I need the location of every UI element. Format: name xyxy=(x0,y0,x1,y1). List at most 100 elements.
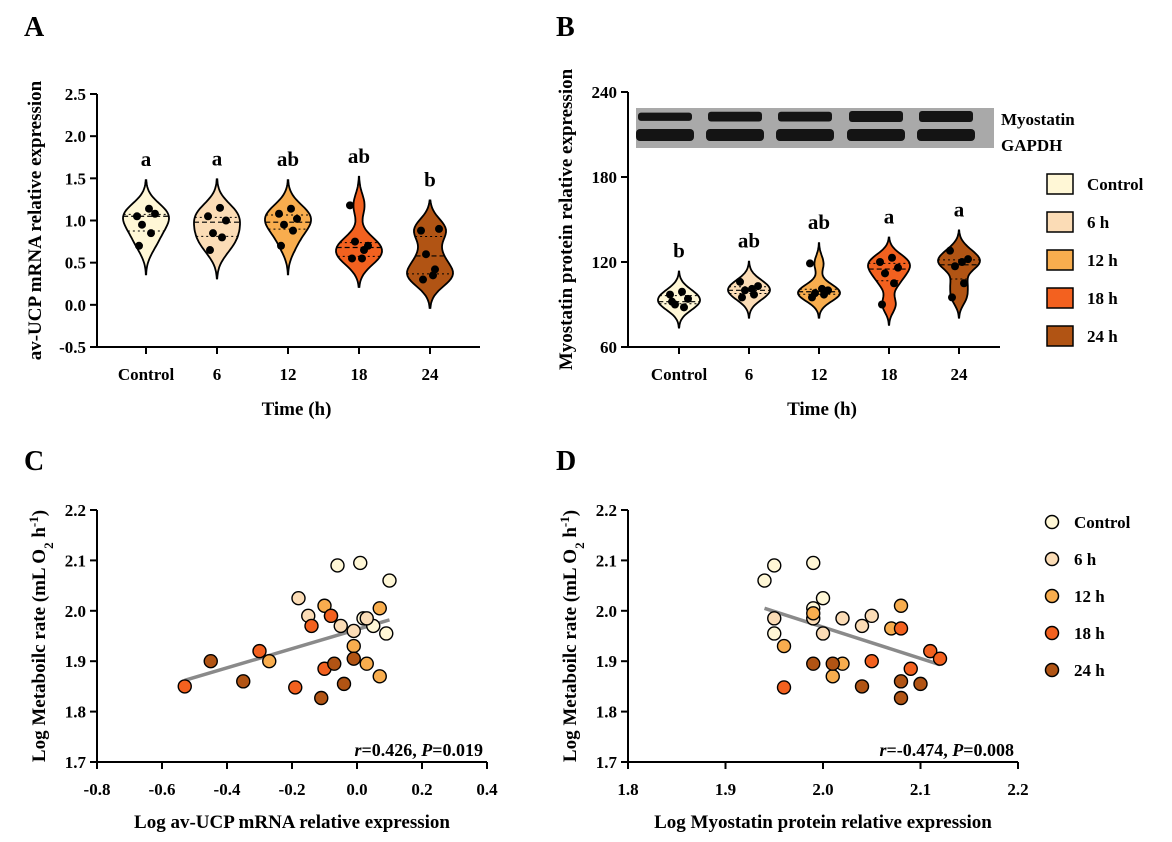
data-point xyxy=(951,262,959,271)
x-tick-label: -0.6 xyxy=(149,780,176,799)
data-point xyxy=(818,284,826,293)
data-point xyxy=(894,263,902,272)
legend-label: 12 h xyxy=(1087,251,1118,270)
y-tick-label: 1.7 xyxy=(65,753,87,772)
legend-marker xyxy=(1044,625,1060,641)
scatter-point xyxy=(314,690,329,706)
x-tick-label: 2.1 xyxy=(910,780,931,799)
significance-label: ab xyxy=(277,147,299,171)
significance-label: a xyxy=(884,204,895,228)
scatter-point xyxy=(806,555,821,571)
data-point xyxy=(890,279,898,288)
r-symbol: r xyxy=(354,740,362,760)
data-point xyxy=(666,290,674,299)
legend-label: 18 h xyxy=(1074,624,1105,643)
scatter-point xyxy=(304,618,319,634)
violin-body xyxy=(193,178,241,280)
legend-square: Control 6 h 12 h 18 h 24 h xyxy=(1046,173,1144,347)
data-point xyxy=(748,284,756,293)
legend-swatch xyxy=(1046,211,1074,233)
legend-item: 18 h xyxy=(1044,624,1105,643)
data-point xyxy=(946,246,954,255)
significance-label: a xyxy=(954,197,965,221)
y-tick-label: 1.9 xyxy=(596,652,617,671)
y-tick-label: 1.8 xyxy=(596,703,617,722)
significance-label: a xyxy=(141,147,152,171)
scatter-point xyxy=(372,601,387,616)
significance-label: ab xyxy=(348,144,370,168)
scatter-point xyxy=(323,608,339,624)
x-tick-label: 0.4 xyxy=(476,780,498,799)
scatter-point xyxy=(767,626,782,641)
data-point xyxy=(287,204,295,213)
scatter-point xyxy=(913,676,928,692)
y-tick-label: 1.0 xyxy=(65,212,86,231)
data-point xyxy=(218,233,226,242)
legend-item: Control xyxy=(1044,513,1131,532)
data-point xyxy=(878,300,886,309)
violin-12h: ab xyxy=(797,210,841,319)
scatter-point xyxy=(346,638,361,654)
data-point xyxy=(351,237,359,246)
data-point xyxy=(422,250,430,259)
scatter-point xyxy=(835,611,850,626)
violin-18h: a xyxy=(867,204,911,326)
y-tick-label: 1.5 xyxy=(65,169,86,188)
data-point xyxy=(348,254,356,263)
data-point xyxy=(275,209,283,218)
series-6h xyxy=(291,591,374,639)
data-point xyxy=(419,275,427,284)
data-point xyxy=(948,293,956,302)
y-axis-title-unit: h xyxy=(29,527,50,543)
data-point xyxy=(680,303,688,312)
panel-label: D xyxy=(556,446,576,477)
violin-body xyxy=(937,229,981,319)
x-tick-label: Control xyxy=(651,365,708,384)
data-point xyxy=(277,241,285,250)
y-tick-label: 2.0 xyxy=(65,127,86,146)
scatter-point xyxy=(806,656,821,671)
scatter-point xyxy=(854,679,870,694)
x-tick-label: 0.2 xyxy=(411,780,432,799)
data-point xyxy=(806,259,814,268)
scatter-point xyxy=(177,679,192,694)
data-point xyxy=(222,216,230,225)
legend-label: 6 h xyxy=(1074,550,1097,569)
series-Control xyxy=(757,555,831,641)
y-tick-label: 0.5 xyxy=(65,254,86,273)
data-point xyxy=(435,224,443,233)
data-point xyxy=(147,229,155,238)
legend-item: 6 h xyxy=(1046,211,1110,233)
scatter-point xyxy=(359,656,374,671)
p-symbol: P xyxy=(951,740,964,760)
x-tick-label: -0.4 xyxy=(214,780,241,799)
legend-item: Control xyxy=(1046,173,1144,195)
p-symbol: P xyxy=(420,740,433,760)
data-point xyxy=(216,203,224,212)
legend-marker xyxy=(1044,514,1060,530)
legend-swatch xyxy=(1046,325,1074,347)
gapdh-band xyxy=(636,129,694,141)
y-tick-label: 2.2 xyxy=(65,501,86,520)
legend-marker xyxy=(1044,551,1060,567)
significance-label: b xyxy=(673,238,685,262)
data-point xyxy=(964,255,972,264)
legend-marker xyxy=(1044,588,1060,604)
data-point xyxy=(293,214,301,223)
y-axis-title-unit: (mL O xyxy=(560,549,581,602)
y-tick-label: 1.7 xyxy=(596,753,618,772)
scatter-point xyxy=(288,680,303,695)
y-tick-label: 2.5 xyxy=(65,85,86,104)
scatter-point xyxy=(203,654,218,669)
x-axis-title: Log Myostatin protein relative expressio… xyxy=(654,812,992,833)
violin-body xyxy=(867,236,911,326)
panel-label: A xyxy=(24,12,45,43)
scatter-point xyxy=(262,654,277,669)
x-tick-label: 2.2 xyxy=(1007,780,1028,799)
data-point xyxy=(145,204,153,213)
p-value: =0.019 xyxy=(432,740,483,760)
myostatin-band xyxy=(849,111,903,122)
x-axis-title: Time (h) xyxy=(262,399,332,420)
legend-item: 6 h xyxy=(1044,550,1097,569)
panel-B: B 60 120 180 240 Control 6 12 18 24 Time (h) Myosta… xyxy=(556,12,1000,420)
